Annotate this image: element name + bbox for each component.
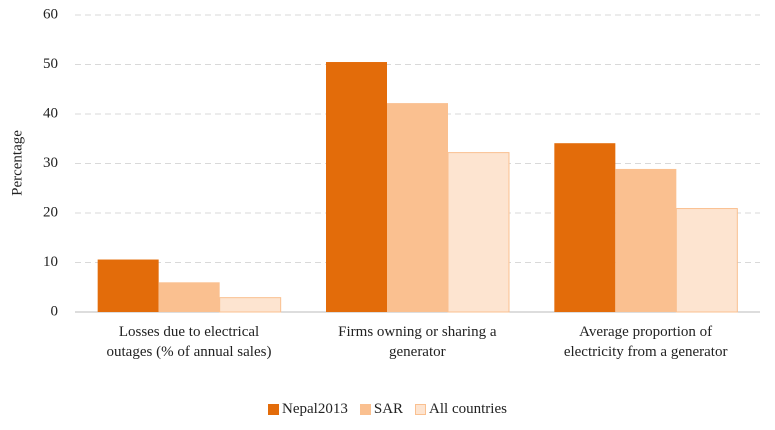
legend-item: All countries — [415, 401, 507, 418]
legend-item: SAR — [359, 401, 404, 418]
y-tick-label: 30 — [43, 155, 58, 171]
bar — [615, 168, 677, 312]
bar — [97, 259, 159, 312]
legend-swatch — [415, 404, 427, 415]
x-tick-label: Losses due to electrical outages (% of a… — [106, 324, 272, 360]
bar — [387, 103, 448, 312]
legend: Nepal2013 SAR All countries — [0, 401, 775, 418]
bar — [554, 143, 616, 312]
legend-label: Nepal2013 — [282, 401, 348, 417]
y-tick-label: 0 — [51, 303, 59, 319]
x-tick-label: Firms owning or sharing a generator — [338, 324, 497, 360]
legend-label: All countries — [429, 401, 507, 417]
y-axis-label: Percentage — [9, 130, 25, 196]
y-tick-label: 20 — [43, 204, 58, 220]
y-tick-label: 50 — [43, 56, 58, 72]
bar — [447, 152, 510, 313]
y-tick-label: 40 — [43, 105, 58, 121]
legend-label: SAR — [373, 401, 404, 417]
bar — [326, 62, 387, 313]
legend-item: Nepal2013 — [268, 401, 348, 418]
y-tick-label: 60 — [43, 6, 58, 22]
bar — [158, 282, 220, 312]
x-tick-label: Average proportion of electricity from a… — [563, 324, 728, 360]
legend-swatch — [359, 404, 371, 415]
y-tick-label: 10 — [43, 254, 58, 270]
bar — [219, 297, 282, 313]
legend-swatch — [268, 404, 280, 415]
bar — [675, 208, 738, 313]
